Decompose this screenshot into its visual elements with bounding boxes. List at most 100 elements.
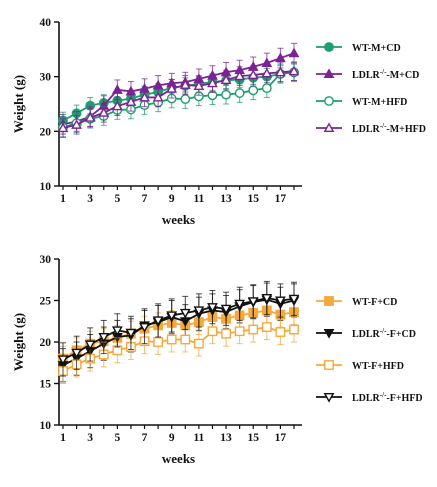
data-point (139, 91, 150, 102)
data-point (111, 84, 123, 94)
data-point (234, 326, 245, 337)
data-point (125, 328, 137, 339)
x-tick-label: 13 (220, 432, 232, 444)
data-point (125, 96, 137, 106)
legend-marker (324, 360, 334, 370)
data-point (193, 306, 205, 317)
x-tick-label: 13 (220, 193, 232, 205)
data-point (84, 112, 96, 122)
data-point (98, 107, 110, 117)
x-tick-label: 11 (193, 432, 204, 444)
y-tick-label: 15 (40, 379, 52, 391)
x-tick-label: 7 (142, 432, 148, 444)
x-tick-label: 7 (142, 193, 148, 205)
x-tick-label: 11 (193, 193, 204, 205)
data-point (152, 91, 164, 102)
legend-marker (323, 328, 335, 339)
legend-label: LDLR-/--F+HFD (352, 391, 423, 404)
series-4 (57, 280, 300, 377)
series-line (62, 71, 295, 129)
data-point (221, 328, 231, 339)
x-tick-label: 3 (87, 432, 93, 444)
x-tick-label: 9 (169, 432, 175, 444)
y-tick-label: 30 (40, 254, 52, 266)
data-point (220, 304, 232, 315)
series-line (62, 326, 295, 372)
data-point (180, 94, 191, 104)
legend-marker (323, 68, 335, 79)
data-point (180, 334, 191, 345)
data-point (248, 85, 259, 96)
legend-marker (324, 42, 334, 52)
x-tick-label: 9 (169, 193, 175, 205)
y-axis-title: Weight (g) (11, 75, 26, 133)
data-point (234, 88, 245, 98)
data-point (261, 322, 272, 332)
legend-label: WT-F+HFD (352, 361, 404, 372)
data-point (275, 52, 286, 63)
x-axis-title: weeks (162, 212, 195, 227)
data-point (71, 348, 82, 359)
data-point (289, 324, 299, 335)
data-point (179, 79, 191, 89)
data-point (247, 297, 259, 307)
data-point (275, 66, 286, 77)
x-tick-label: 5 (114, 193, 120, 205)
x-axis-title: weeks (162, 451, 195, 466)
data-point (139, 323, 150, 333)
data-point (166, 83, 178, 93)
data-point (247, 69, 259, 80)
series-4 (57, 61, 300, 138)
x-tick-label: 15 (247, 193, 259, 205)
y-tick-label: 10 (40, 181, 52, 193)
data-point (84, 340, 96, 351)
y-tick-label: 10 (40, 420, 52, 432)
data-point (153, 337, 164, 347)
data-point (193, 80, 205, 91)
legend-label: LDLR-/--M+HFD (352, 122, 426, 135)
x-tick-label: 3 (87, 193, 93, 205)
x-tick-label: 1 (60, 432, 66, 444)
data-point (220, 74, 232, 85)
data-point (179, 308, 191, 319)
legend-label: WT-F+CD (352, 297, 397, 308)
data-point (275, 296, 286, 307)
data-point (207, 77, 218, 88)
legend-label: LDLR-/--F+CD (352, 327, 416, 340)
y-tick-label: 20 (40, 126, 52, 138)
data-point (111, 326, 123, 337)
series-2 (57, 282, 300, 383)
series-line (62, 71, 295, 122)
legend-label: WT-M+HFD (352, 97, 407, 108)
data-point (98, 332, 110, 343)
data-point (166, 311, 178, 322)
data-point (207, 303, 218, 313)
y-tick-label: 25 (40, 296, 52, 308)
data-point (193, 338, 204, 349)
legend-label: LDLR-/--M+CD (352, 68, 419, 81)
data-point (57, 355, 69, 366)
data-point (207, 326, 218, 337)
y-axis-title: Weight (g) (11, 313, 26, 371)
data-point (261, 67, 273, 78)
x-tick-label: 17 (275, 193, 287, 205)
legend-marker (324, 96, 334, 106)
data-point (111, 100, 123, 111)
y-tick-label: 20 (40, 337, 52, 349)
legend-label: WT-M+CD (352, 43, 401, 54)
y-tick-label: 30 (40, 72, 52, 84)
data-point (71, 119, 82, 129)
legend: WT-F+CD LDLR-/--F+CD WT-F+HFD LDLR-/--F+HFD (316, 296, 423, 404)
legend-marker (323, 392, 335, 403)
data-point (261, 83, 272, 94)
x-tick-label: 15 (247, 432, 259, 444)
legend: WT-M+CD LDLR-/--M+CD WT-M+HFD LDLR-/--M+HFD (316, 42, 426, 135)
legend-marker (323, 122, 335, 133)
data-point (288, 47, 300, 58)
data-point (261, 293, 273, 304)
series-line (62, 309, 295, 360)
x-tick-label: 17 (275, 432, 287, 444)
